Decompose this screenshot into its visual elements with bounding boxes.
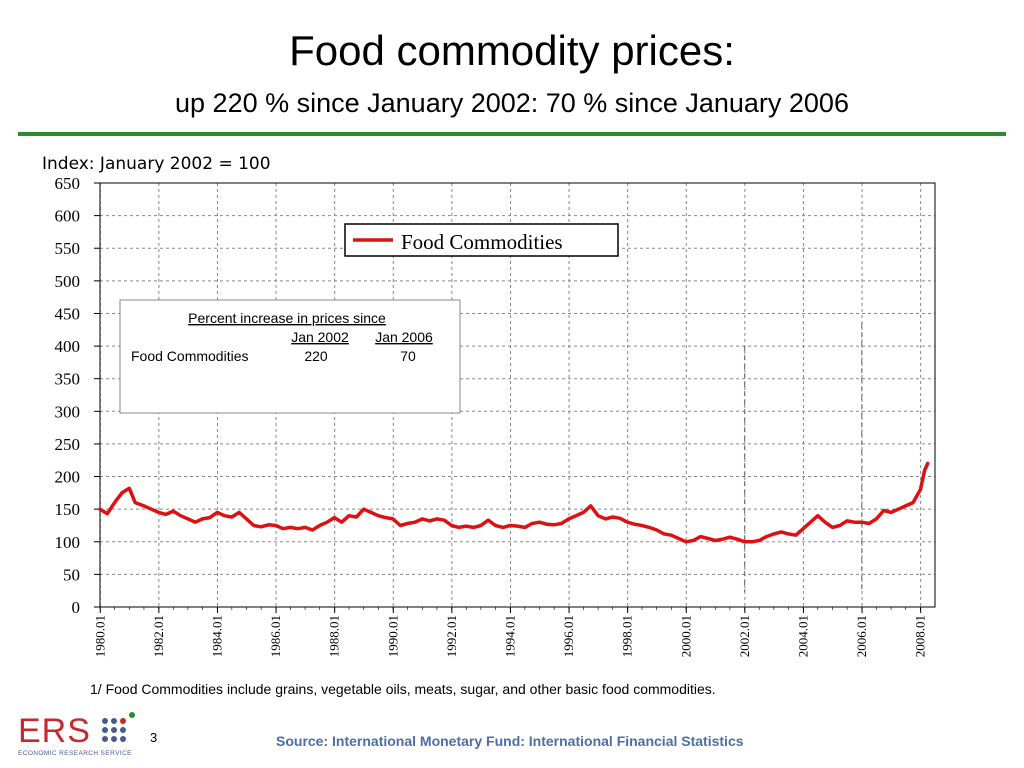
x-tick-label: 1996.01 [561,615,576,657]
x-tick-label: 1984.01 [209,615,224,657]
series-lines [98,461,930,544]
y-tick-label: 400 [55,337,81,356]
x-tick-label: 2000.01 [678,615,693,657]
x-tick-label: 1986.01 [268,615,283,657]
x-tick-label: 1980.01 [92,615,107,657]
y-tick-label: 200 [55,468,81,487]
y-tick-label: 500 [55,272,81,291]
y-tick-label: 450 [55,304,81,323]
annotation-header-jan-2002: Jan 2002 [291,329,349,345]
y-tick-label: 650 [55,174,81,193]
price-index-chart: Index: January 2002 = 100 0 50 100 150 200 25… [42,154,936,657]
annotation-header-jan-2006: Jan 2006 [375,329,433,345]
y-axis-ticks: 0 50 100 150 200 250 300 350 400 450 500 550 600 650 [55,174,100,617]
y-axis-label: Index: January 2002 = 100 [42,154,271,174]
x-tick-label: 2006.01 [854,615,869,657]
y-tick-label: 50 [63,565,80,584]
annotation-table-title: Percent increase in prices since [188,310,386,326]
y-tick-label: 100 [55,533,81,552]
x-tick-label: 1990.01 [385,615,400,657]
plot-area-frame [99,182,936,608]
annotation-value-jan-2002: 220 [304,348,328,364]
x-axis-ticks: 1980.01 1982.01 1984.01 1986.01 1988.01 1990.… [92,607,928,657]
y-tick-label: 600 [55,207,81,226]
y-tick-label: 550 [55,239,81,258]
x-tick-label: 1988.01 [327,615,342,657]
series-line-food-commodities [98,461,930,544]
legend: Food Commodities [344,223,619,257]
annotation-value-jan-2006: 70 [400,348,416,364]
ers-logo-dots-icon [102,712,142,746]
legend-entry-food-commodities: Food Commodities [401,230,563,254]
x-tick-label: 1982.01 [151,615,166,657]
x-tick-label: 1998.01 [620,615,635,657]
x-tick-label: 2002.01 [737,615,752,657]
x-tick-label: 2008.01 [913,615,928,657]
page-number: 3 [150,730,158,745]
ers-logo-subtext: ECONOMIC RESEARCH SERVICE [18,750,132,757]
footnote: 1/ Food Commodities include grains, vege… [90,681,716,697]
y-tick-label: 350 [55,370,81,389]
slide-title: Food commodity prices: [289,27,735,74]
y-tick-label: 250 [55,435,81,454]
title-rule [18,132,1006,136]
y-tick-label: 150 [55,500,81,519]
source-note: Source: International Monetary Fund: Int… [276,733,744,749]
y-tick-label: 300 [55,402,81,421]
x-tick-label: 2004.01 [795,615,810,657]
y-tick-label: 0 [72,598,81,617]
annotation-table: Percent increase in prices since Jan 200… [119,299,461,414]
annotation-table-box [119,299,461,414]
x-tick-label: 1992.01 [444,615,459,657]
reference-lines [743,323,863,592]
ers-logo: ERS ECONOMIC RESEARCH SERVICE [18,712,158,764]
annotation-row-label: Food Commodities [131,348,249,364]
slide-subtitle: up 220 % since January 2002: 70 % since … [175,88,849,118]
x-tick-label: 1994.01 [502,615,517,657]
ers-logo-text: ERS [18,712,91,750]
